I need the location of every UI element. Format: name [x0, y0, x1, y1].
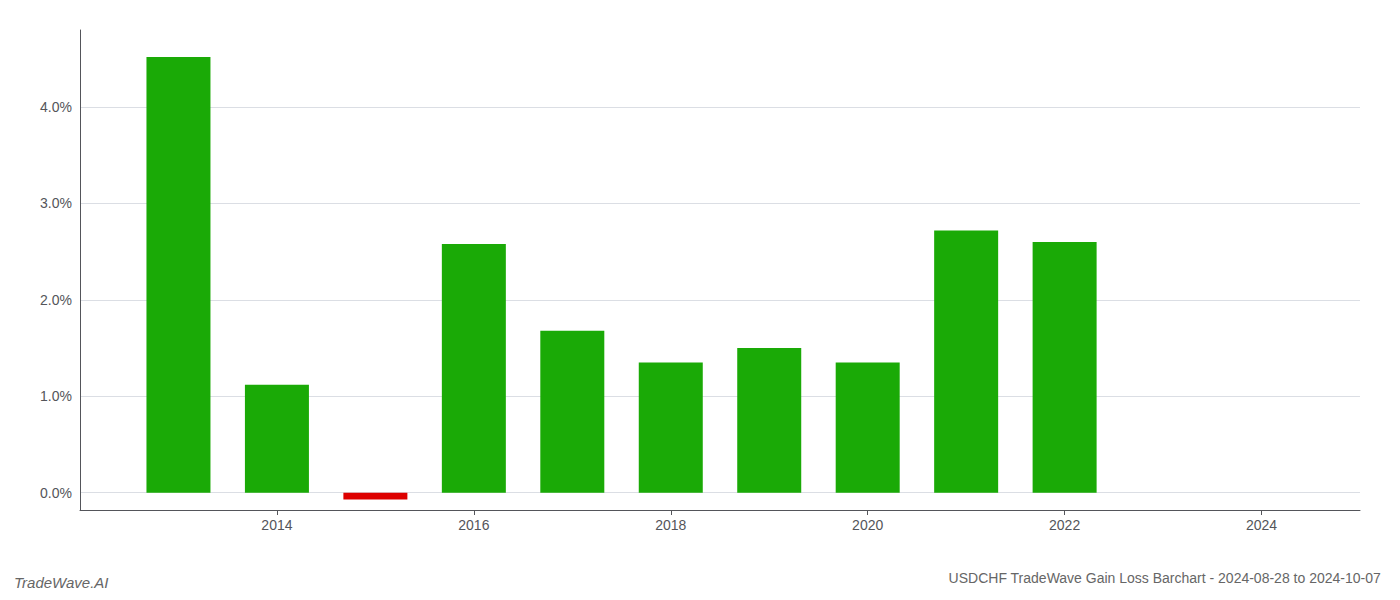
svg-text:1.0%: 1.0%: [40, 388, 72, 404]
svg-text:2014: 2014: [261, 517, 292, 533]
svg-text:2018: 2018: [655, 517, 686, 533]
svg-text:0.0%: 0.0%: [40, 485, 72, 501]
svg-text:TradeWave.AI: TradeWave.AI: [14, 574, 108, 591]
svg-text:2024: 2024: [1246, 517, 1277, 533]
svg-text:2022: 2022: [1049, 517, 1080, 533]
svg-text:USDCHF TradeWave Gain Loss Bar: USDCHF TradeWave Gain Loss Barchart - 20…: [949, 570, 1381, 586]
svg-text:3.0%: 3.0%: [40, 195, 72, 211]
svg-text:2.0%: 2.0%: [40, 292, 72, 308]
svg-text:2020: 2020: [852, 517, 883, 533]
svg-text:4.0%: 4.0%: [40, 99, 72, 115]
svg-text:2016: 2016: [458, 517, 489, 533]
